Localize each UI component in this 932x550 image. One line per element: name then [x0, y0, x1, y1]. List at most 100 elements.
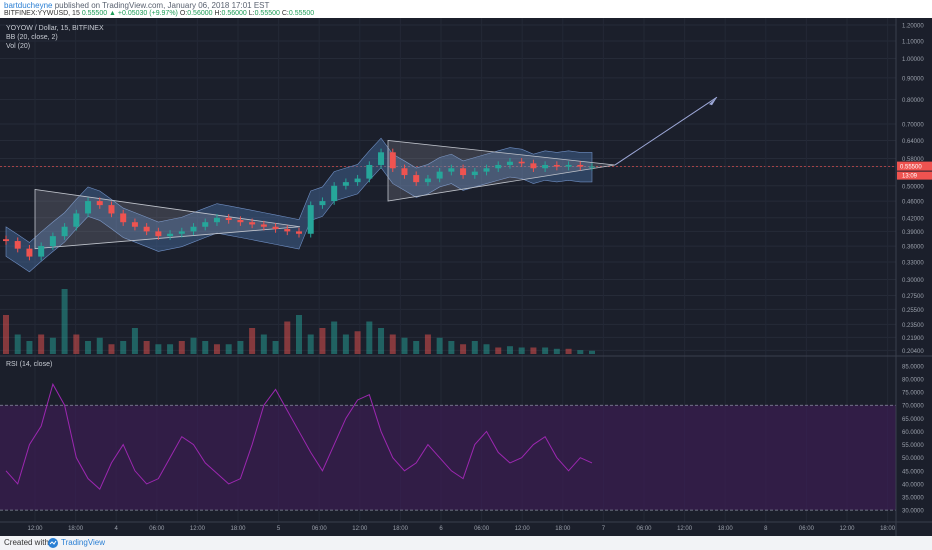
low-label: L: [248, 10, 255, 17]
rsi-pane [0, 382, 896, 511]
volume-bar [565, 348, 572, 354]
time-tick-label: 18:00 [393, 526, 409, 532]
volume-bar [190, 337, 197, 354]
volume-bar [73, 334, 80, 354]
volume-bar [38, 334, 45, 354]
time-tick-label: 12:00 [190, 526, 206, 532]
time-tick-label: 12:00 [839, 526, 855, 532]
rsi-tick-label: 70.0000 [902, 404, 924, 410]
candle-body [401, 168, 408, 176]
price-tick-label: 0.46000 [902, 200, 924, 206]
volume-bar [167, 344, 174, 354]
author-link[interactable]: bartducheyne [4, 1, 53, 10]
volume-bar [237, 341, 244, 354]
close-label: C: [281, 10, 289, 17]
time-tick-label: 6 [439, 526, 443, 532]
volume-bar [331, 321, 338, 354]
volume-bar [518, 347, 525, 354]
candle-body [366, 164, 373, 179]
candle-body [471, 171, 478, 176]
volume-bar [296, 315, 302, 354]
rsi-tick-label: 85.0000 [902, 364, 924, 370]
volume-bar [260, 334, 267, 354]
legend-rsi: RSI (14, close) [6, 361, 52, 368]
candle-body [495, 164, 502, 169]
time-tick-label: 7 [602, 526, 606, 532]
price-tick-label: 0.90000 [902, 76, 924, 82]
volume-bar [589, 350, 595, 354]
candle-body [143, 226, 150, 232]
volume-bar [378, 328, 385, 354]
volume-bar [85, 341, 92, 354]
publish-header: bartducheyne published on TradingView.co… [0, 0, 932, 18]
rsi-tick-label: 60.0000 [902, 430, 924, 436]
time-tick-label: 06:00 [149, 526, 165, 532]
chart-area[interactable]: 1.20000 1.10000 1.00000 0.90000 0.80000 0.700… [0, 18, 932, 536]
volume-bar [413, 341, 420, 354]
price-tick-label: 0.70000 [902, 122, 924, 128]
time-tick-label: 12:00 [515, 526, 531, 532]
tradingview-logo-icon[interactable] [48, 538, 58, 548]
ohlc-bar: BITFINEX:YYWUSD, 15 0.55500 ▲ +0.05030 (… [4, 10, 314, 17]
countdown-tag [897, 171, 932, 180]
volume-bar [436, 337, 443, 354]
time-tick-label: 18:00 [555, 526, 571, 532]
close-change: 0.55500 ▲ +0.05030 (+9.97%) [81, 10, 178, 17]
price-tick-label: 0.23500 [902, 323, 924, 329]
price-tick-label: 0.36000 [902, 245, 924, 251]
price-tick-label: 0.39000 [902, 230, 924, 236]
publish-info: published on TradingView.com, January 06… [54, 1, 270, 10]
volume-bar [120, 341, 127, 354]
candle-body [178, 231, 185, 234]
rsi-tick-label: 30.0000 [902, 509, 924, 515]
volume-bar [3, 315, 9, 354]
volume-bar [342, 334, 349, 354]
rsi-tick-label: 45.0000 [902, 469, 924, 475]
volume-bar [108, 344, 115, 354]
volume-bar [483, 344, 490, 354]
volume-bar [424, 334, 431, 354]
rsi-tick-label: 55.0000 [902, 443, 924, 449]
candle-body [108, 205, 115, 214]
candle-body [483, 168, 490, 172]
price-tick-label: 0.25500 [902, 308, 924, 314]
high-value: 0.56000 [221, 10, 247, 17]
time-tick-label: 4 [115, 526, 119, 532]
candle-body [272, 226, 279, 230]
time-tick-label: 8 [764, 526, 768, 532]
volume-bar [272, 341, 279, 354]
price-tick-label: 0.58000 [902, 157, 924, 163]
price-tick-label: 1.20000 [902, 24, 924, 30]
price-tick-label: 0.64000 [902, 139, 924, 145]
open-label: O: [179, 10, 188, 17]
tradingview-link[interactable]: TradingView [61, 538, 106, 547]
candle-body [424, 178, 431, 183]
candle-body [389, 152, 396, 169]
candle-body [331, 185, 338, 202]
time-tick-label: 18:00 [880, 526, 896, 532]
rsi-tick-label: 80.0000 [902, 377, 924, 383]
time-tick-label: 12:00 [352, 526, 368, 532]
candle-body [448, 168, 455, 172]
volume-bar [448, 341, 455, 354]
trend-arrow [614, 96, 718, 166]
volume-bar [26, 341, 33, 354]
volume-bar [506, 346, 513, 354]
countdown-label: 13:09 [902, 174, 918, 180]
volume-bar [530, 347, 537, 354]
candle-body [38, 246, 45, 257]
candle-body [167, 233, 174, 237]
candle-body [249, 222, 256, 225]
rsi-tick-label: 50.0000 [902, 456, 924, 462]
symbol-label: BITFINEX:YYWUSD, 15 [4, 10, 80, 17]
volume-bar [319, 328, 326, 354]
volume-bar [307, 334, 314, 354]
rsi-line [5, 382, 593, 490]
price-chart[interactable]: 1.20000 1.10000 1.00000 0.90000 0.80000 0.700… [0, 18, 932, 536]
price-tick-label: 0.30000 [902, 278, 924, 284]
candle-body [553, 164, 560, 167]
candle-body [378, 152, 385, 165]
price-tick-label: 0.20400 [902, 349, 924, 355]
footer: Created with TradingView [0, 536, 932, 550]
candle-body [61, 226, 68, 237]
